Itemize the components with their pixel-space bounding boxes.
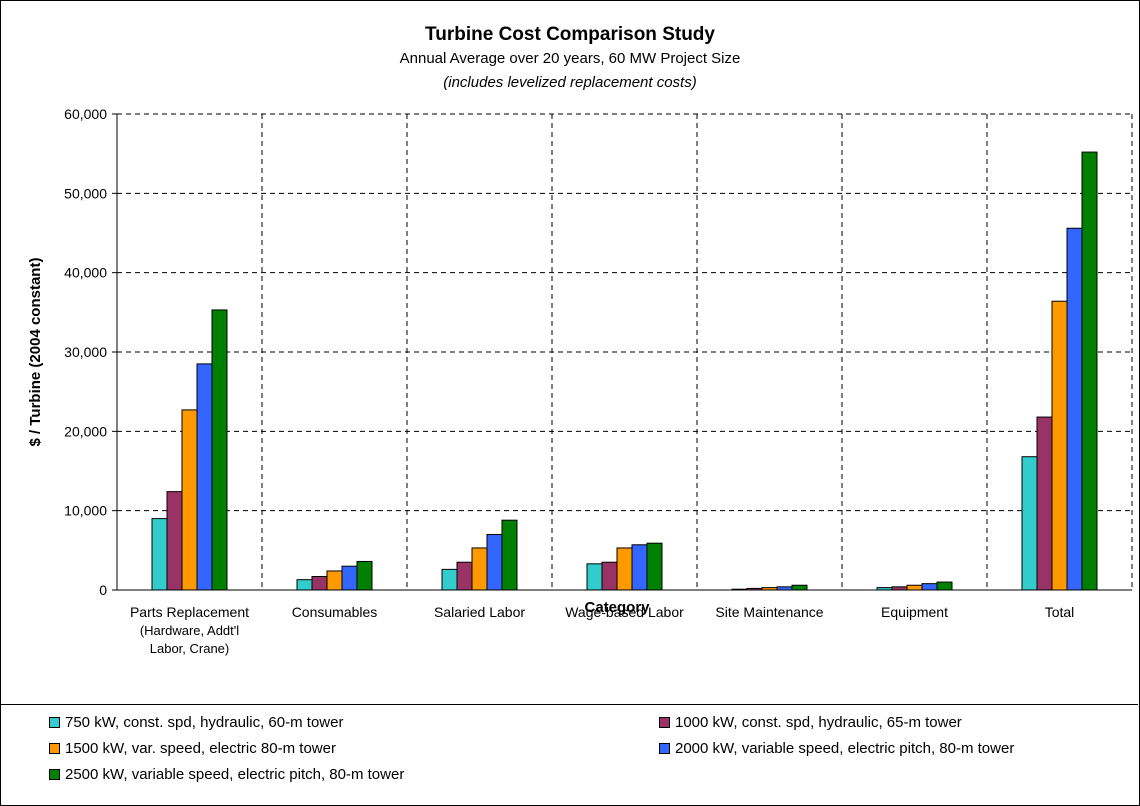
x-tick-label: Salaried Labor (434, 604, 525, 620)
legend-item: 750 kW, const. spd, hydraulic, 60-m towe… (49, 714, 343, 731)
y-tick-label: 30,000 (64, 344, 107, 360)
bar (616, 547, 633, 591)
grid-lines (117, 113, 1133, 590)
legend-item: 1500 kW, var. speed, electric 80-m tower (49, 740, 336, 757)
x-tick-label: Parts Replacement (Hardware, Addt'l Labor,… (130, 604, 249, 656)
legend-label: 2000 kW, variable speed, electric pitch,… (675, 740, 1015, 757)
bar (1051, 300, 1068, 591)
legend-swatch (659, 743, 670, 754)
bar (921, 583, 938, 591)
x-axis-label: Category (584, 599, 650, 616)
x-tick-label: Total (1045, 604, 1075, 620)
legend-label: 2500 kW, variable speed, electric pitch,… (65, 766, 405, 783)
y-tick-label: 10,000 (64, 503, 107, 519)
bar (341, 565, 358, 591)
bar (196, 363, 213, 591)
legend-swatch (49, 717, 60, 728)
axes (112, 113, 1132, 591)
legend-label: 1000 kW, const. spd, hydraulic, 65-m tow… (675, 714, 962, 731)
bar (471, 547, 488, 591)
legend-label: 750 kW, const. spd, hydraulic, 60-m towe… (65, 714, 344, 731)
bar (646, 542, 663, 591)
y-tick-label: 20,000 (64, 423, 107, 439)
legend-item: 1000 kW, const. spd, hydraulic, 65-m tow… (659, 714, 962, 731)
chart-note: (includes levelized replacement costs) (443, 74, 697, 91)
bar (1021, 456, 1038, 591)
bar (906, 584, 923, 591)
bar (1036, 416, 1053, 591)
legend-item: 2000 kW, variable speed, electric pitch,… (659, 740, 1014, 757)
bar (166, 491, 183, 591)
bar (211, 309, 228, 591)
y-tick-label: 40,000 (64, 265, 107, 281)
legend: 750 kW, const. spd, hydraulic, 60-m towe… (0, 704, 1138, 805)
bar (151, 518, 168, 591)
bar (586, 563, 603, 591)
bar (296, 579, 313, 591)
bar (441, 568, 458, 591)
x-tick-label: Consumables (292, 604, 378, 620)
bar (181, 409, 198, 591)
bar (601, 561, 618, 591)
bar (326, 570, 343, 591)
x-tick-label: Site Maintenance (715, 604, 823, 620)
bar (1066, 227, 1083, 591)
y-tick-label: 50,000 (64, 185, 107, 201)
x-tick-labels: Parts Replacement (Hardware, Addt'l Labor,… (130, 604, 1074, 656)
bar (1081, 151, 1098, 591)
chart-title: Turbine Cost Comparison Study (425, 24, 715, 45)
bar (311, 576, 328, 591)
y-tick-label: 0 (99, 582, 107, 598)
bar (486, 533, 503, 591)
bar-chart: 0 10,000 20,000 30,000 40,000 50,000 60,000 Pa… (27, 106, 1133, 656)
y-tick-label: 60,000 (64, 106, 107, 122)
legend-swatch (49, 743, 60, 754)
legend-item: 2500 kW, variable speed, electric pitch,… (49, 766, 404, 783)
y-tick-labels: 0 10,000 20,000 30,000 40,000 50,000 60,000 (64, 106, 107, 598)
legend-swatch (49, 769, 60, 780)
chart-subtitle: Annual Average over 20 years, 60 MW Proj… (399, 50, 741, 67)
y-axis-label: $ / Turbine (2004 constant) (27, 258, 44, 447)
bar (791, 584, 808, 591)
legend-label: 1500 kW, var. speed, electric 80-m tower (65, 740, 336, 757)
x-tick-label: Equipment (881, 604, 948, 620)
legend-swatch (659, 717, 670, 728)
bar (631, 544, 648, 591)
bars (151, 151, 1098, 591)
bar (356, 560, 373, 591)
bar (501, 519, 518, 591)
bar (936, 581, 953, 591)
x-tick-label: Wage-based Labor (565, 604, 684, 620)
bar (456, 561, 473, 591)
